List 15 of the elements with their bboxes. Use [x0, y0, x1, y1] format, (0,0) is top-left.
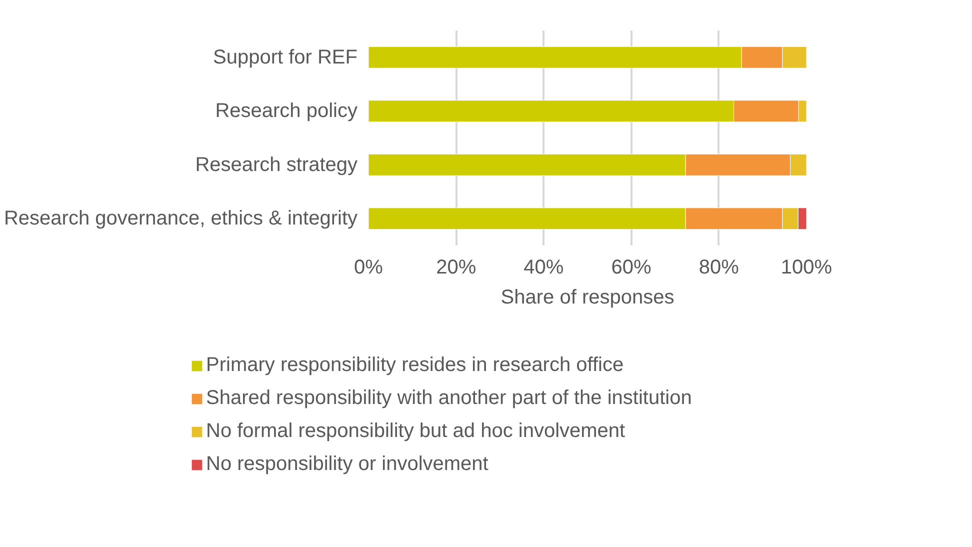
x-tick-label: 60% [611, 256, 652, 278]
x-tick-label: 40% [524, 256, 564, 278]
x-tick-label: 80% [698, 256, 740, 278]
legend-label: Primary responsibility resides in research office [206, 354, 624, 377]
y-tick-label: Support for REF [213, 46, 358, 68]
x-tick-label: 100% [780, 256, 832, 278]
legend-label: No formal responsibility but ad hoc involvement [206, 420, 626, 443]
legend-label: No responsibility or involvement [206, 453, 488, 476]
y-tick-label: Research policy [215, 100, 358, 122]
x-tick-label: 20% [436, 256, 476, 278]
x-axis-title: Share of responses [500, 286, 674, 308]
y-tick-label: Research strategy [195, 154, 358, 176]
x-tick-label: 0% [354, 256, 384, 278]
y-tick-label: Research governance, ethics & integrity [4, 208, 358, 230]
legend-label: Shared responsibility with another part of the institution [206, 387, 692, 410]
